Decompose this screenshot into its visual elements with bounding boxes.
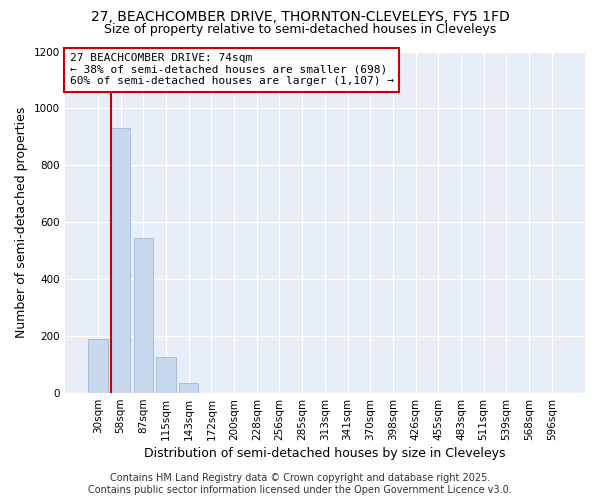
Text: 27 BEACHCOMBER DRIVE: 74sqm
← 38% of semi-detached houses are smaller (698)
60% : 27 BEACHCOMBER DRIVE: 74sqm ← 38% of sem… [70, 53, 394, 86]
Text: Contains HM Land Registry data © Crown copyright and database right 2025.
Contai: Contains HM Land Registry data © Crown c… [88, 474, 512, 495]
Y-axis label: Number of semi-detached properties: Number of semi-detached properties [15, 106, 28, 338]
Bar [134, 238, 153, 393]
Bar [179, 383, 199, 393]
Bar [542, 392, 562, 393]
X-axis label: Distribution of semi-detached houses by size in Cleveleys: Distribution of semi-detached houses by … [144, 447, 506, 460]
Bar [202, 392, 221, 393]
Text: Size of property relative to semi-detached houses in Cleveleys: Size of property relative to semi-detach… [104, 22, 496, 36]
Text: 27, BEACHCOMBER DRIVE, THORNTON-CLEVELEYS, FY5 1FD: 27, BEACHCOMBER DRIVE, THORNTON-CLEVELEY… [91, 10, 509, 24]
Bar [111, 128, 130, 393]
Bar [88, 339, 107, 393]
Bar [157, 358, 176, 393]
